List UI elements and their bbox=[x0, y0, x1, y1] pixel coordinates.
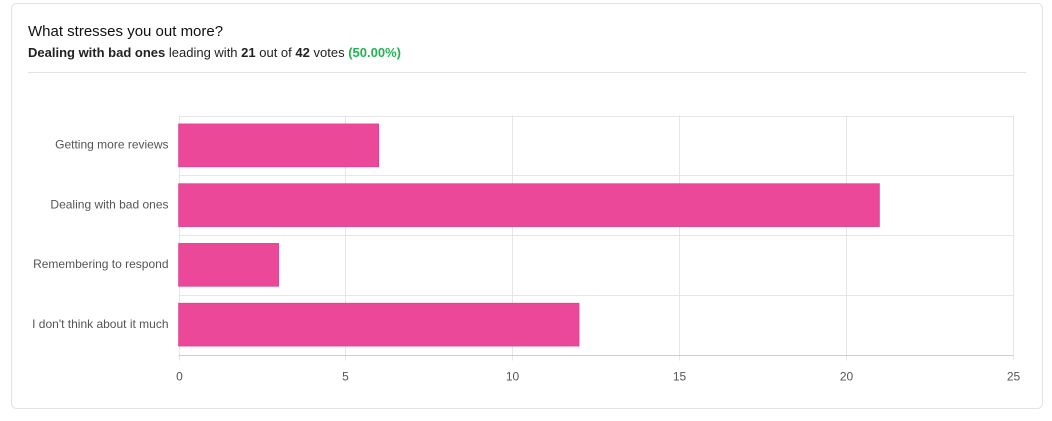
bar bbox=[178, 302, 580, 347]
x-tick-label: 10 bbox=[506, 370, 520, 384]
bar bbox=[178, 123, 380, 168]
x-tick-label: 20 bbox=[840, 370, 854, 384]
x-tick-label: 0 bbox=[176, 370, 183, 384]
x-tick-label: 25 bbox=[1007, 370, 1021, 384]
chart-title: What stresses you out more? bbox=[28, 23, 223, 40]
y-tick-label: Getting more reviews bbox=[55, 138, 168, 152]
subtitle: Dealing with bad ones leading with 21 ou… bbox=[28, 45, 401, 60]
y-tick-label: Dealing with bad ones bbox=[50, 197, 168, 211]
y-tick-label: I don't think about it much bbox=[32, 317, 168, 331]
bar bbox=[178, 183, 880, 227]
subtitle-text: leading with bbox=[169, 45, 238, 60]
leader: Dealing with bad ones bbox=[28, 45, 165, 60]
total-votes: 42 bbox=[295, 45, 309, 60]
leader-votes: 21 bbox=[241, 45, 255, 60]
x-tick-label: 5 bbox=[342, 370, 349, 384]
y-tick-label: Remembering to respond bbox=[33, 257, 168, 271]
share: (50.00%) bbox=[348, 45, 401, 60]
bar bbox=[178, 243, 279, 287]
subtitle-text: votes bbox=[314, 45, 346, 60]
x-tick-label: 15 bbox=[673, 370, 687, 384]
subtitle-text: out of bbox=[259, 45, 292, 60]
